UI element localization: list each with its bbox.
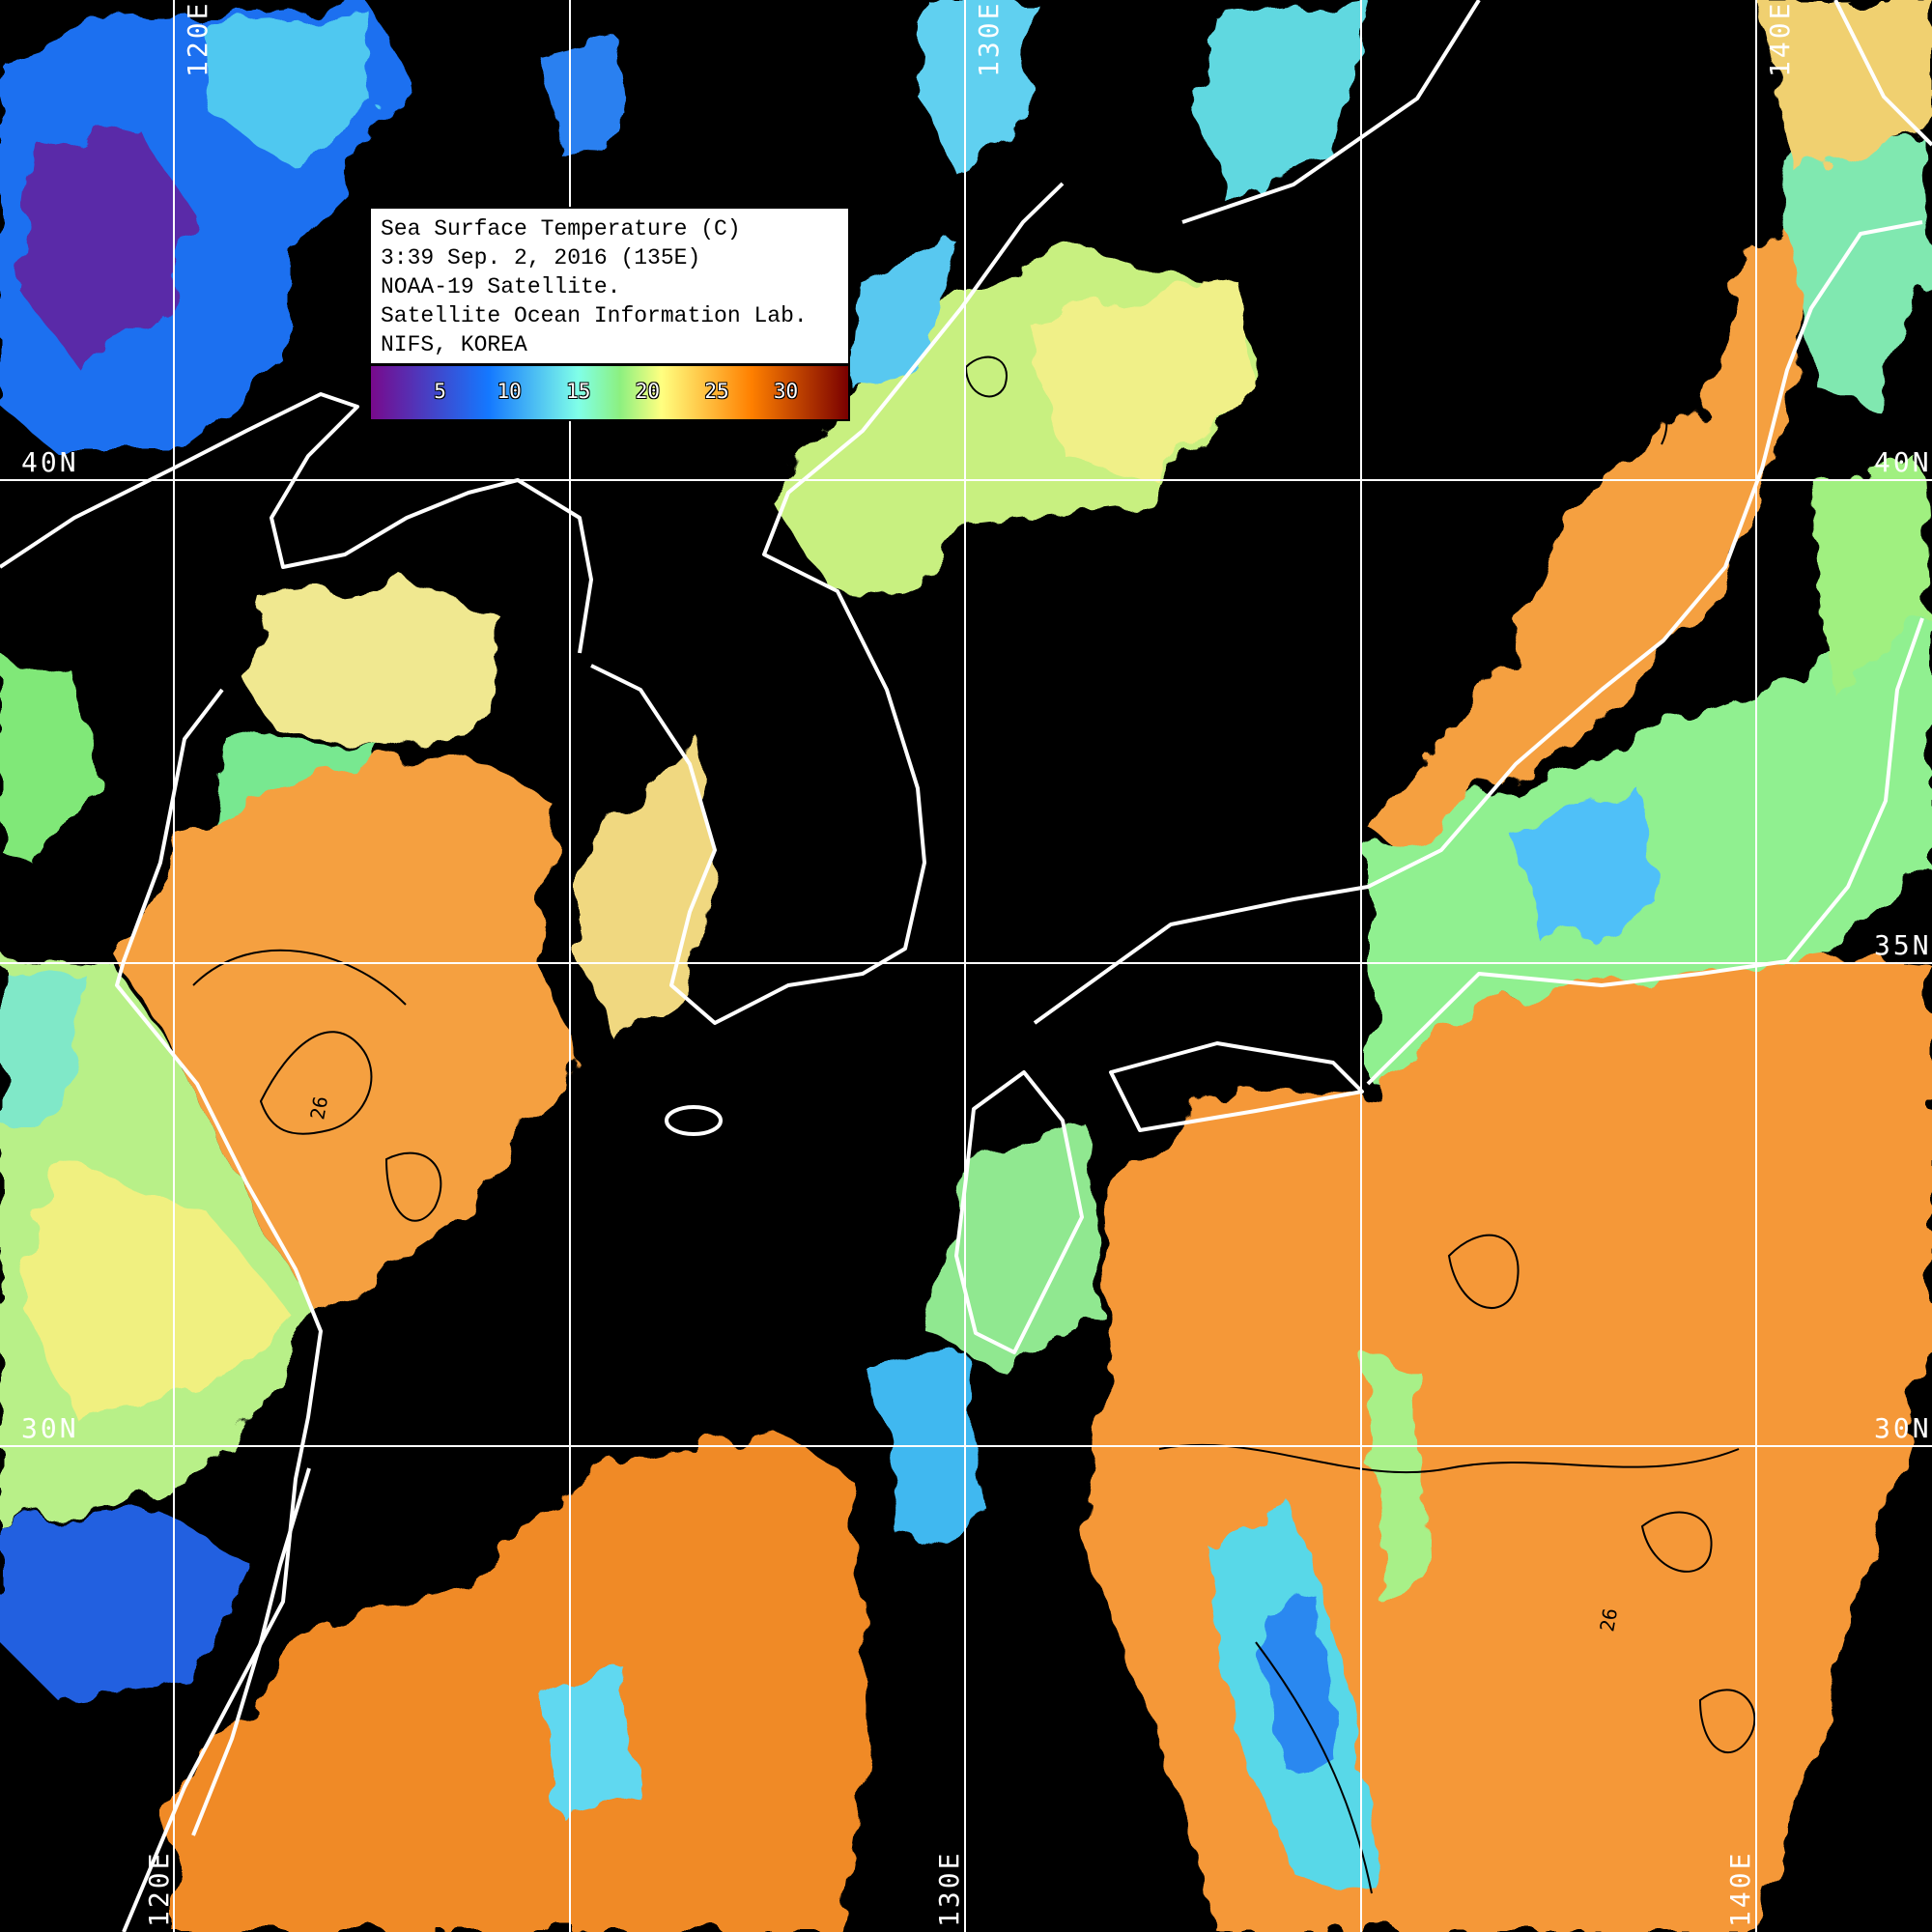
colorbar-tick: 20 xyxy=(635,380,661,403)
sst-region-pacific xyxy=(1082,956,1932,1932)
coastline-honshu-south xyxy=(1366,617,1924,1086)
sst-region-cyan-top xyxy=(918,0,1034,174)
sst-region-west-cyan xyxy=(0,966,87,1130)
contour xyxy=(259,1031,373,1135)
lat-label-left-40n: 40N xyxy=(21,446,79,478)
colorbar-tick: 15 xyxy=(566,380,591,403)
contour xyxy=(1158,1443,1740,1474)
sst-region-japan-cyan xyxy=(1507,792,1662,947)
coastline-south-islands xyxy=(191,1467,311,1836)
sst-region-south xyxy=(174,1430,869,1932)
legend-title: Sea Surface Temperature (C) xyxy=(381,216,741,242)
isotherm-contours xyxy=(192,355,1756,1894)
sst-region-east-sea-yellow xyxy=(1024,280,1256,483)
lat-label-left-30n: 30N xyxy=(21,1412,79,1444)
sst-region-south-cyan xyxy=(541,1662,638,1816)
sst-region-west-yellow xyxy=(19,1159,290,1420)
contour-label: 26 xyxy=(305,1094,332,1122)
legend-text: Sea Surface Temperature (C) 3:39 Sep. 2, … xyxy=(371,209,848,363)
sst-region-bohai xyxy=(242,580,502,753)
sst-region-south-blue xyxy=(0,1507,251,1700)
contour xyxy=(1640,1511,1713,1573)
colorbar: 5 10 15 20 25 30 xyxy=(371,363,848,419)
legend-institute: NIFS, KOREA xyxy=(381,332,527,357)
contour xyxy=(1447,1234,1520,1309)
contour xyxy=(384,1151,442,1222)
coastline-korea xyxy=(590,182,1065,1025)
colorbar-tick: 25 xyxy=(704,380,729,403)
sst-region-blue-top xyxy=(541,39,628,164)
coastline-kyushu xyxy=(954,1070,1084,1354)
sst-region-yellow-sea xyxy=(116,753,580,1314)
sst-region-green-left xyxy=(0,657,97,869)
coastline-china-north xyxy=(0,392,593,654)
sst-region-northeast-green xyxy=(1777,135,1932,406)
lon-label-top-130e: 130E xyxy=(973,0,1005,77)
coastline-china-east xyxy=(115,688,323,1932)
legend-satellite: NOAA-19 Satellite. xyxy=(381,274,621,299)
colorbar-tick: 30 xyxy=(773,380,799,403)
legend-box: Sea Surface Temperature (C) 3:39 Sep. 2, … xyxy=(369,207,850,421)
sst-region-east-sea-cyan xyxy=(850,242,956,386)
sst-region-pacific-green xyxy=(1362,1352,1430,1604)
lon-label-bottom-140e: 140E xyxy=(1724,1850,1756,1927)
contour-label: 26 xyxy=(1595,1606,1622,1634)
contour xyxy=(1255,1641,1373,1894)
lon-label-bottom-130e: 130E xyxy=(933,1850,965,1927)
lon-label-top-120e: 120E xyxy=(182,0,213,77)
sst-region-northeast-yellow xyxy=(1758,0,1932,174)
sst-region-kyushu-mix xyxy=(927,1121,1101,1372)
sst-region-yellow-sea-east xyxy=(580,734,715,1043)
sst-region-tsushima-cyan xyxy=(869,1352,985,1546)
lon-label-top-140e: 140E xyxy=(1764,0,1796,77)
lat-label-right-35n: 35N xyxy=(1874,929,1932,961)
lat-label-right-30n: 30N xyxy=(1874,1412,1932,1444)
colorbar-tick: 5 xyxy=(434,380,446,403)
contour xyxy=(192,949,407,1006)
coastline-jeju xyxy=(665,1105,723,1136)
sst-region-pacific-blue xyxy=(1256,1594,1333,1768)
coastline-hokkaido xyxy=(1833,0,1932,147)
colorbar-tick: 10 xyxy=(497,380,522,403)
sst-region-east-green xyxy=(1816,464,1932,696)
sst-region-east-sea-orange xyxy=(1372,232,1816,869)
coastline-honshu-west xyxy=(1033,220,1923,1025)
sst-region-cyan-top2 xyxy=(1198,0,1372,203)
legend-lab: Satellite Ocean Information Lab. xyxy=(381,303,808,328)
contour xyxy=(1603,380,1668,445)
sst-region-purple-northwest xyxy=(19,126,193,367)
contour xyxy=(1698,1689,1756,1754)
sst-region-cyan-northwest xyxy=(193,10,377,164)
lon-label-bottom-120e: 120E xyxy=(143,1850,175,1927)
contour xyxy=(964,355,1008,398)
lat-label-right-40n: 40N xyxy=(1874,446,1932,478)
legend-datetime: 3:39 Sep. 2, 2016 (135E) xyxy=(381,245,701,270)
coastline-north xyxy=(1181,0,1481,224)
